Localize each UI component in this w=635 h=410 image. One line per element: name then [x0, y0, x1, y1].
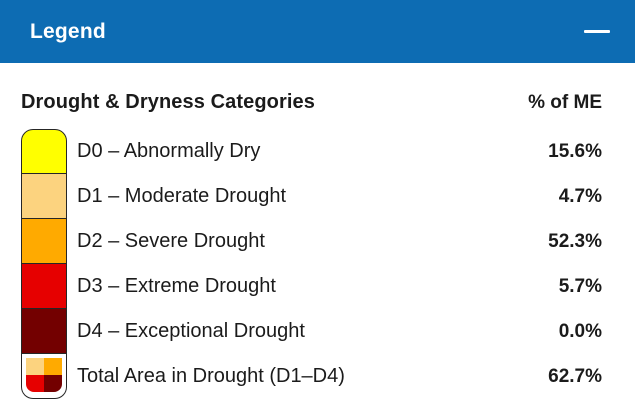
legend-header: Legend: [0, 0, 635, 63]
categories-heading: Drought & Dryness Categories: [21, 91, 315, 113]
legend-body: Drought & Dryness Categories % of ME D0 …: [0, 63, 635, 399]
row-label: D1 – Moderate Drought: [77, 185, 287, 207]
row-value: 4.7%: [558, 185, 602, 207]
row-value: 52.3%: [548, 230, 602, 252]
total-swatch-cell-d2: [44, 358, 62, 375]
total-swatch-cell-d3: [26, 375, 44, 392]
d3-color-swatch: [21, 264, 67, 309]
row-label: D2 – Severe Drought: [77, 230, 265, 252]
legend-row-d0: D0 – Abnormally Dry 15.6%: [21, 129, 602, 174]
row-label: D0 – Abnormally Dry: [77, 140, 261, 162]
row-value: 15.6%: [548, 140, 602, 162]
row-value: 62.7%: [548, 365, 602, 387]
value-column-header: % of ME: [528, 92, 602, 113]
total-swatch-cell-d4: [44, 375, 62, 392]
row-value: 0.0%: [558, 320, 602, 342]
total-swatch-grid: [26, 358, 62, 392]
total-color-swatch: [21, 354, 67, 399]
total-swatch-cell-d1: [26, 358, 44, 375]
d0-color-swatch: [21, 129, 67, 174]
legend-title: Legend: [30, 19, 106, 43]
d1-color-swatch: [21, 174, 67, 219]
d2-color-swatch: [21, 219, 67, 264]
row-label: D4 – Exceptional Drought: [77, 320, 305, 342]
minus-icon: [584, 29, 610, 34]
d4-color-swatch: [21, 309, 67, 354]
legend-collapse-button[interactable]: [584, 24, 610, 40]
row-label: Total Area in Drought (D1–D4): [77, 365, 345, 387]
row-label: D3 – Extreme Drought: [77, 275, 276, 297]
legend-row-d3: D3 – Extreme Drought 5.7%: [21, 264, 602, 309]
legend-rows: D0 – Abnormally Dry 15.6% D1 – Moderate …: [21, 129, 602, 399]
row-value: 5.7%: [558, 275, 602, 297]
legend-row-d1: D1 – Moderate Drought 4.7%: [21, 174, 602, 219]
legend-row-d4: D4 – Exceptional Drought 0.0%: [21, 309, 602, 354]
table-header-row: Drought & Dryness Categories % of ME: [21, 91, 602, 114]
legend-row-d2: D2 – Severe Drought 52.3%: [21, 219, 602, 264]
legend-row-total: Total Area in Drought (D1–D4) 62.7%: [21, 354, 602, 399]
